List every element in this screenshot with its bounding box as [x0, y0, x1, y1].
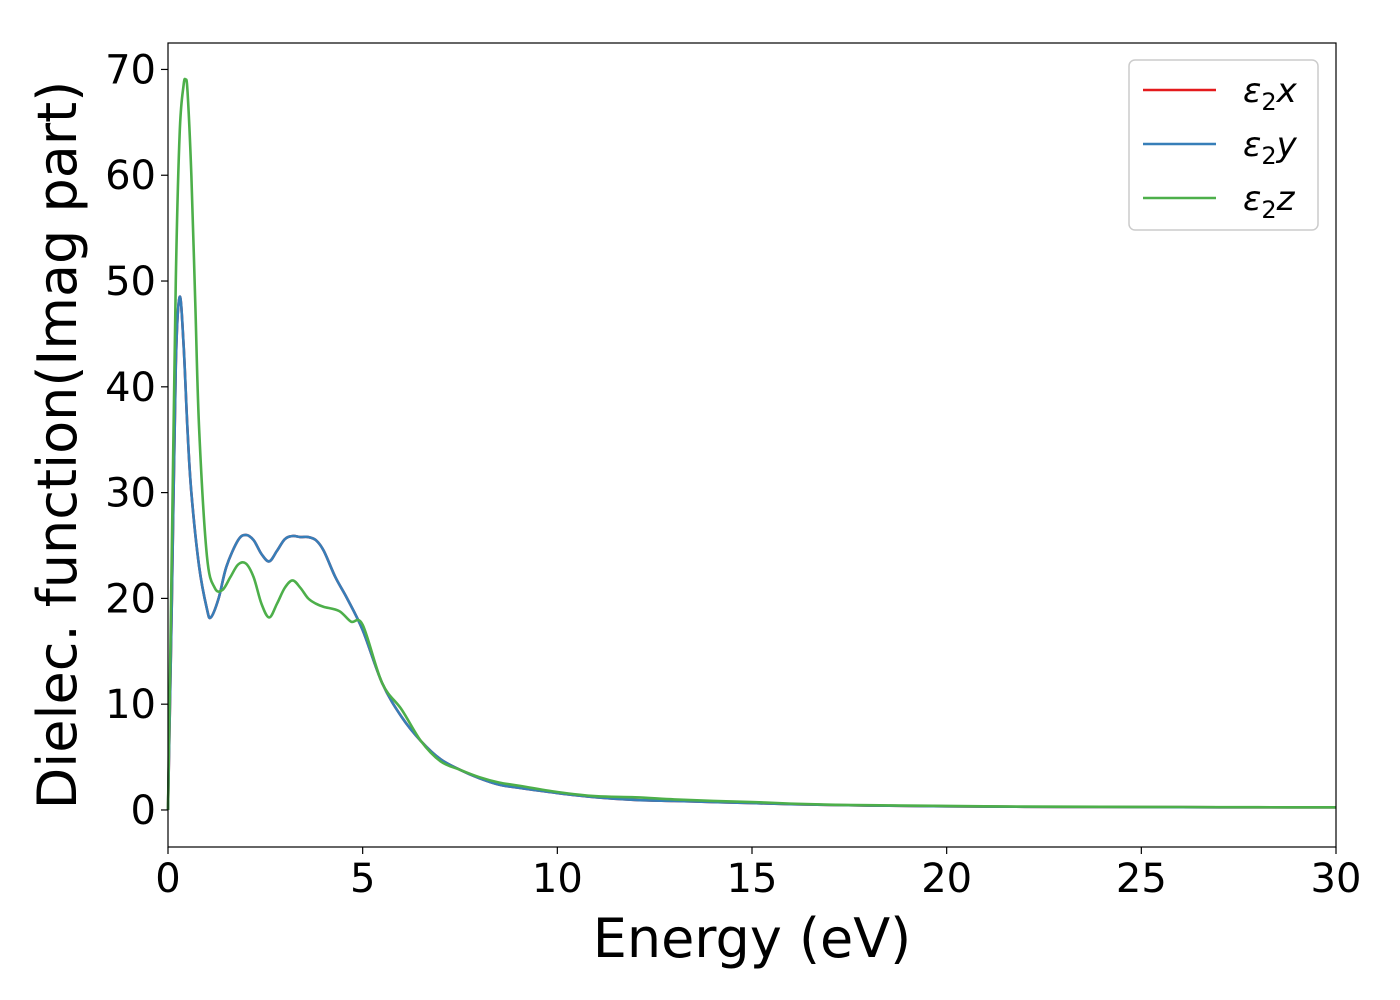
legend-box	[1128, 59, 1319, 231]
x-tick-label: 10	[532, 856, 583, 902]
x-tick-label: 15	[727, 856, 778, 902]
legend-label-x: ε2x	[1243, 71, 1298, 116]
y-tick-label: 40	[105, 365, 156, 411]
x-tick-label: 5	[350, 856, 375, 902]
y-tick-label: 60	[105, 153, 156, 199]
x-axis-ticks: 0 5 10 15 20 25 30	[155, 847, 1361, 902]
y-axis-ticks: 0 10 20 30 40 50 60 70	[105, 47, 168, 834]
series-layer	[166, 77, 1337, 810]
x-tick-label: 0	[155, 856, 180, 902]
legend: ε2x ε2y ε2z	[1128, 59, 1319, 231]
x-tick-label: 25	[1116, 856, 1167, 902]
y-tick-label: 0	[131, 788, 156, 834]
series-line-z	[166, 77, 1337, 810]
x-tick-label: 20	[921, 856, 972, 902]
x-axis-label: Energy (eV)	[593, 907, 912, 970]
legend-label-z: ε2z	[1243, 179, 1296, 224]
y-tick-label: 70	[105, 47, 156, 93]
y-tick-label: 10	[105, 682, 156, 728]
x-tick-label: 30	[1311, 856, 1362, 902]
y-tick-label: 30	[105, 471, 156, 517]
y-axis-label: Dielec. function(Imag part)	[26, 81, 89, 810]
y-tick-label: 50	[105, 259, 156, 305]
legend-label-y: ε2y	[1243, 125, 1298, 170]
y-tick-label: 20	[105, 576, 156, 622]
